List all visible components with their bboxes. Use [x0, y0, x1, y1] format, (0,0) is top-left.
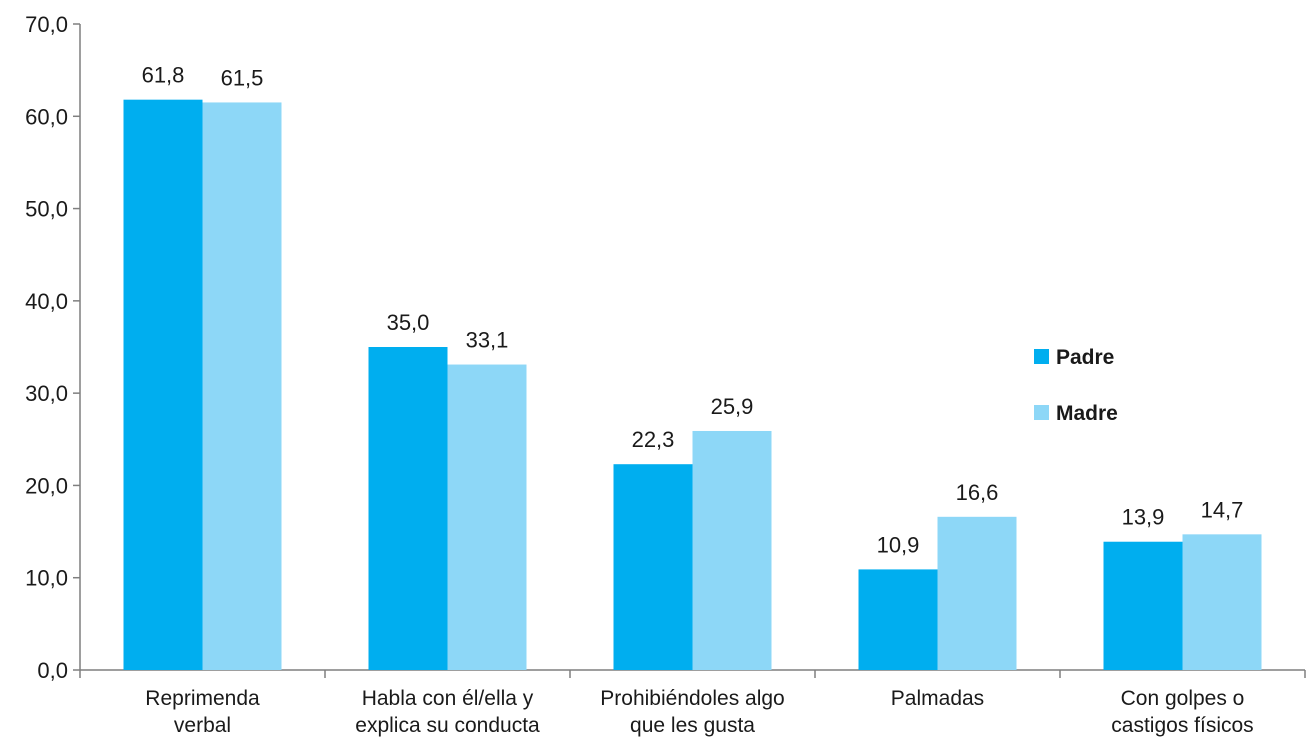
category-label: Prohibiéndoles algo que les gusta	[600, 687, 784, 737]
bar-padre-2	[613, 464, 693, 670]
bar-madre-4	[1182, 534, 1262, 670]
y-tick-label: 0,0	[37, 658, 68, 683]
y-tick-label: 30,0	[25, 381, 68, 406]
data-label-padre-2: 22,3	[632, 427, 675, 452]
category-label-line: castigos físicos	[1111, 714, 1253, 737]
bar-padre-3	[858, 569, 938, 670]
data-label-madre-0: 61,5	[221, 65, 264, 90]
y-tick-label: 70,0	[25, 12, 68, 37]
category-label: Con golpes o castigos físicos	[1111, 687, 1253, 737]
legend-swatch-padre	[1034, 349, 1049, 364]
data-label-madre-2: 25,9	[711, 394, 754, 419]
data-label-padre-1: 35,0	[387, 310, 430, 335]
y-tick-label: 50,0	[25, 197, 68, 222]
category-label-line: Con golpes o	[1121, 687, 1245, 710]
data-label-madre-4: 14,7	[1201, 497, 1244, 522]
data-label-padre-3: 10,9	[877, 532, 920, 557]
bar-madre-2	[692, 430, 772, 670]
data-labels: 61,8 61,5 35,0 33,1 22,3 25,9 10,9 16,6 13,9 14,7	[142, 63, 1244, 558]
bar-padre-0	[123, 99, 203, 670]
bar-madre-3	[937, 516, 1017, 670]
category-label: Habla con él/ella y explica su conducta	[355, 687, 540, 737]
bars	[123, 99, 1262, 670]
legend-swatch-madre	[1034, 405, 1049, 420]
bar-madre-1	[447, 364, 527, 670]
y-tick-label: 10,0	[25, 566, 68, 591]
category-label-line: Reprimenda	[145, 687, 260, 710]
y-tick-label: 40,0	[25, 289, 68, 314]
legend: Padre Madre	[1034, 346, 1118, 425]
category-label: Palmadas	[891, 687, 984, 710]
category-label-line: Palmadas	[891, 687, 984, 710]
category-label-line: que les gusta	[630, 714, 755, 737]
bar-padre-4	[1103, 541, 1183, 670]
data-label-padre-4: 13,9	[1122, 505, 1165, 530]
category-label-line: explica su conducta	[355, 714, 540, 737]
y-tick-label: 60,0	[25, 104, 68, 129]
legend-label-madre: Madre	[1056, 402, 1118, 425]
legend-label-padre: Padre	[1056, 346, 1114, 369]
category-label-line: Habla con él/ella y	[362, 687, 534, 710]
y-tick-label: 20,0	[25, 473, 68, 498]
data-label-padre-0: 61,8	[142, 63, 185, 88]
data-label-madre-3: 16,6	[956, 480, 999, 505]
bar-madre-0	[202, 102, 282, 670]
axes: 0,0 10,0 20,0 30,0 40,0 50,0 60,0 70,0	[25, 12, 1306, 683]
category-label-line: verbal	[174, 714, 231, 737]
category-labels: Reprimenda verbal Habla con él/ella y expli…	[145, 687, 1253, 737]
category-label-line: Prohibiéndoles algo	[600, 687, 784, 710]
data-label-madre-1: 33,1	[466, 328, 509, 353]
bar-padre-1	[368, 347, 448, 670]
category-label: Reprimenda verbal	[145, 687, 260, 737]
